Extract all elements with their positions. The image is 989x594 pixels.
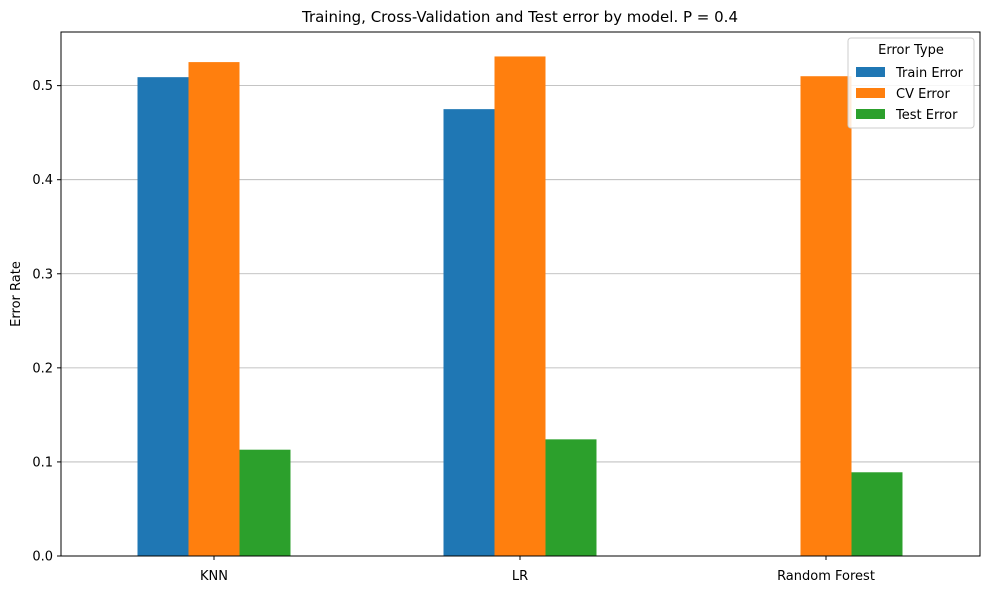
- legend-swatch: [856, 88, 885, 98]
- x-tick-label: LR: [512, 569, 528, 584]
- chart-title: Training, Cross-Validation and Test erro…: [301, 8, 738, 26]
- x-tick-label: Random Forest: [777, 569, 875, 584]
- legend: Error Type Train Error CV Error Test Error: [847, 37, 975, 129]
- y-tick-label: 0.5: [32, 79, 53, 94]
- y-tick-label: 0.2: [32, 361, 53, 376]
- bar-test-error-knn: [239, 449, 291, 556]
- y-axis-label: Error Rate: [9, 261, 24, 327]
- bar-train-error-knn: [137, 77, 189, 557]
- bar-cv-error-knn: [188, 62, 240, 557]
- y-tick-label: 0.0: [32, 550, 53, 565]
- bars: [137, 56, 903, 557]
- bar-cv-error-random-forest: [800, 76, 852, 556]
- bar-train-error-lr: [443, 109, 495, 556]
- bar-cv-error-lr: [494, 56, 546, 557]
- legend-swatch: [856, 109, 885, 119]
- legend-frame: [847, 37, 975, 129]
- legend-label: CV Error: [896, 87, 950, 102]
- y-tick-label: 0.3: [32, 267, 53, 282]
- x-tick-label: KNN: [200, 569, 228, 584]
- legend-label: Train Error: [895, 66, 964, 81]
- legend-swatch: [856, 67, 885, 77]
- legend-title: Error Type: [878, 43, 944, 58]
- bar-test-error-random-forest: [851, 472, 903, 556]
- y-tick-label: 0.4: [32, 173, 53, 188]
- bar-test-error-lr: [545, 439, 597, 556]
- y-tick-label: 0.1: [32, 455, 53, 470]
- axes: 0.0 0.1 0.2 0.3 0.4 0.5 KNN LR Random Forest: [32, 31, 981, 584]
- legend-label: Test Error: [895, 108, 958, 123]
